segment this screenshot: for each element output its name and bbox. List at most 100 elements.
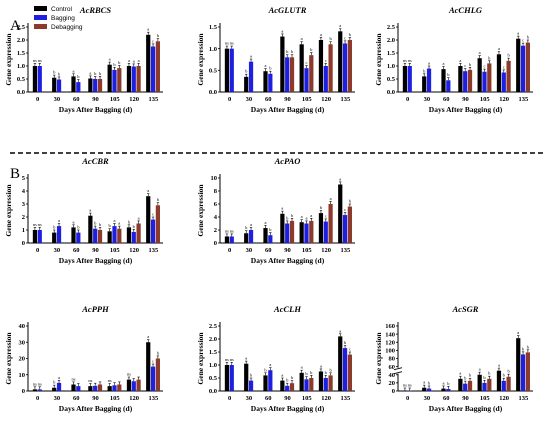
y-tick-label: 2 [22, 214, 25, 221]
significance-label: a [498, 46, 500, 51]
significance-label: a [423, 380, 425, 385]
x-axis-label: Days After Bagging (d) [59, 105, 133, 114]
bar-control [280, 213, 285, 243]
bar-control [107, 231, 112, 243]
y-tick-label: 1.0 [209, 46, 217, 53]
significance-label: ns [127, 372, 131, 377]
significance-label: a [339, 23, 341, 28]
bar-control [263, 71, 268, 92]
significance-label: a [301, 214, 303, 219]
bar-bagging [229, 236, 234, 243]
significance-label: ns [230, 228, 234, 233]
chart-acclh: AcCLH 0.0 0.5 1.0 1.5 2.0 2.5 Gene expression Da… [196, 304, 355, 413]
y-tick-label: 4 [214, 214, 218, 221]
significance-label: a [498, 363, 500, 368]
significance-label: a [310, 213, 312, 218]
significance-label: b [310, 370, 313, 375]
significance-label: b [113, 62, 116, 67]
significance-label: b [483, 375, 486, 380]
significance-label: a [479, 367, 481, 372]
bar-control [224, 48, 230, 92]
y-tick-label: 0.0 [209, 388, 217, 395]
bar-bagging [76, 232, 81, 243]
y-axis-label: Gene expression [196, 332, 205, 385]
y-tick-label: 8 [214, 188, 218, 195]
x-axis-label: Days After Bagging (d) [59, 256, 133, 265]
y-tick-label: 0.5 [17, 76, 26, 83]
significance-label: b [507, 369, 510, 374]
bar-control [477, 374, 482, 391]
charts-layer: AcRBCS 0.0 0.5 1.0 1.5 2.0 2.5 Gene expression D… [4, 5, 533, 413]
bar-control [146, 196, 151, 243]
x-tick-label: 30 [424, 96, 431, 103]
y-tick-label: 20 [19, 356, 26, 363]
x-tick-label: 120 [321, 96, 331, 103]
bar-debagging [309, 220, 314, 243]
x-tick-label: 105 [110, 96, 121, 103]
significance-label: b [58, 71, 61, 76]
bar-bagging [501, 380, 506, 391]
chart-acpao: AcPAO 0 2 4 6 8 10 Gene expression Days After Ba… [196, 156, 355, 265]
panel-letter-a: A [10, 18, 21, 34]
chart-title: AcCLH [273, 304, 301, 314]
x-tick-label: 30 [424, 395, 431, 402]
significance-label: c [152, 38, 154, 43]
y-axis-label: Gene expression [196, 33, 205, 86]
x-tick-label: 120 [129, 247, 139, 254]
x-tick-label: 135 [340, 395, 351, 402]
significance-label: b [527, 35, 530, 40]
significance-label: b [344, 340, 347, 345]
bar-control [263, 375, 268, 391]
y-tick-label: 20 [389, 380, 396, 387]
significance-label: b [488, 55, 491, 60]
bar-debagging [136, 379, 141, 391]
y-axis-label: Gene expression [196, 184, 205, 237]
significance-label: a [443, 61, 445, 66]
axis-break-mark [393, 367, 403, 371]
significance-label: b [53, 70, 56, 75]
bar-bagging [285, 57, 290, 92]
bar-bagging [268, 370, 273, 391]
significance-label: a [281, 373, 283, 378]
significance-label: a [147, 27, 149, 32]
significance-label: b [157, 350, 160, 355]
significance-label: c [325, 213, 327, 218]
significance-label: a [245, 356, 247, 361]
x-tick-label: 90 [92, 395, 99, 402]
x-tick-label: 90 [462, 395, 469, 402]
x-tick-label: 105 [302, 96, 313, 103]
x-tick-label: 30 [54, 247, 61, 254]
bar-control [496, 370, 502, 391]
significance-label: a [89, 208, 91, 213]
bar-control [52, 387, 57, 391]
bar-debagging [328, 204, 333, 243]
bar-bagging [342, 215, 348, 243]
bar-control [32, 66, 38, 92]
bar-debagging [97, 230, 103, 243]
significance-label: a [133, 58, 135, 63]
bar-control [318, 213, 324, 243]
significance-label: b [77, 225, 80, 230]
x-tick-label: 120 [321, 247, 331, 254]
x-tick-label: 0 [228, 395, 231, 402]
x-tick-label: 120 [499, 96, 509, 103]
significance-label: b [133, 224, 136, 229]
x-tick-label: 30 [54, 96, 61, 103]
bar-bagging [407, 390, 412, 392]
significance-label: a [339, 328, 341, 333]
significance-label: c [152, 212, 154, 217]
significance-label: c [349, 347, 351, 352]
bar-debagging [309, 378, 314, 391]
chart-acrbcs: AcRBCS 0.0 0.5 1.0 1.5 2.0 2.5 Gene expression D… [4, 5, 163, 114]
bar-debagging [155, 205, 160, 243]
bar-bagging [93, 79, 98, 92]
bar-bagging [150, 366, 156, 391]
y-tick-label: 1.5 [209, 349, 218, 356]
chart-title: AcPPH [81, 304, 109, 314]
y-tick-label: 30 [19, 339, 26, 346]
significance-label: a [265, 63, 267, 68]
significance-label: b [447, 381, 450, 386]
bar-control [496, 54, 502, 92]
